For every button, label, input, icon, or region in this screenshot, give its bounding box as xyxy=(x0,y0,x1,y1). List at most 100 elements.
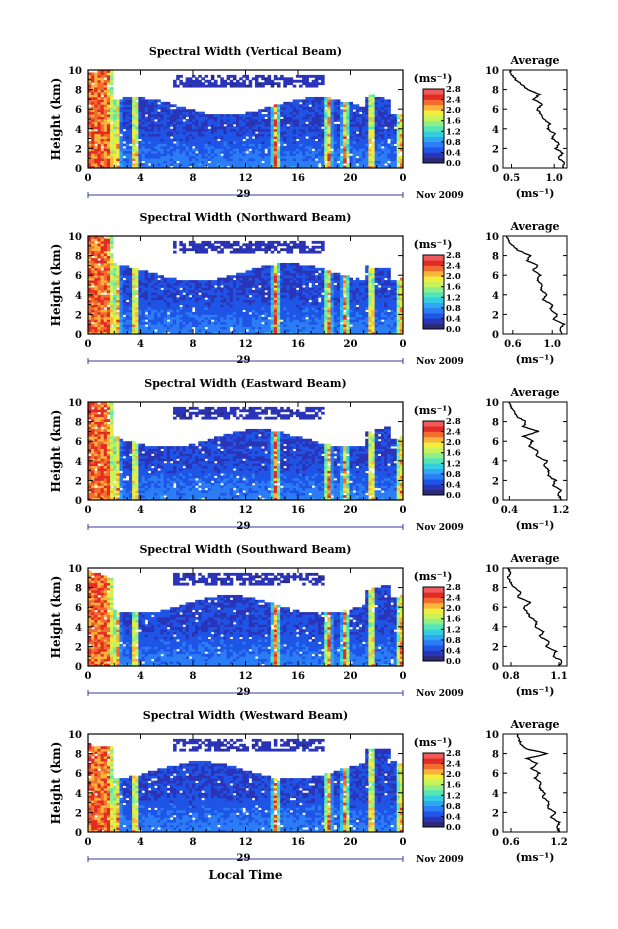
heatmap-cell xyxy=(94,148,98,152)
heatmap-cell xyxy=(308,250,313,254)
heatmap-cell xyxy=(245,299,250,303)
heatmap-cell xyxy=(280,277,284,281)
heatmap-cell xyxy=(229,302,234,305)
heatmap-cell xyxy=(264,165,268,169)
heatmap-cell xyxy=(374,145,379,149)
heatmap-cell xyxy=(106,321,111,325)
heatmap-cell xyxy=(368,114,372,117)
heatmap-cell xyxy=(100,270,105,274)
heatmap-cell xyxy=(113,319,117,323)
heatmap-cell xyxy=(340,158,344,162)
heatmap-cell xyxy=(333,116,338,120)
heatmap-cell xyxy=(147,119,152,122)
heatmap-cell xyxy=(261,302,265,305)
heatmap-cell xyxy=(88,82,92,86)
heatmap-cell xyxy=(245,272,250,276)
heatmap-cell xyxy=(141,131,146,135)
heatmap-cell xyxy=(97,119,101,122)
heatmap-cell xyxy=(273,145,278,149)
heatmap-cell xyxy=(343,136,347,139)
heatmap-cell xyxy=(144,145,149,149)
heatmap-cell xyxy=(390,145,394,149)
heatmap-cell xyxy=(236,287,240,291)
heatmap-cell xyxy=(314,133,319,137)
heatmap-cell xyxy=(179,299,183,303)
heatmap-cell xyxy=(368,106,372,110)
heatmap-cell xyxy=(97,101,101,105)
heatmap-cell xyxy=(116,99,120,103)
heatmap-cell xyxy=(191,285,196,288)
heatmap-cell xyxy=(100,148,105,152)
heatmap-cell xyxy=(399,114,404,117)
heatmap-cell xyxy=(245,314,250,318)
heatmap-cell xyxy=(273,126,278,130)
heatmap-cell xyxy=(223,84,227,88)
heatmap-cell xyxy=(163,302,168,305)
heatmap-cell xyxy=(195,316,199,320)
heatmap-cell xyxy=(110,99,114,103)
heatmap-cell xyxy=(97,143,101,147)
heatmap-cell xyxy=(125,153,130,157)
heatmap-cell xyxy=(317,128,322,132)
heatmap-cell xyxy=(380,148,385,152)
heatmap-cell xyxy=(362,111,366,115)
heatmap-cell xyxy=(223,155,227,159)
heatmap-cell xyxy=(299,294,303,298)
heatmap-cell xyxy=(166,133,171,137)
heatmap-cell xyxy=(292,262,297,266)
heatmap-cell xyxy=(217,250,221,254)
heatmap-cell xyxy=(128,292,133,296)
heatmap-cell xyxy=(305,77,309,81)
heatmap-cell xyxy=(248,282,253,286)
heatmap-cell xyxy=(198,243,202,247)
heatmap-cell xyxy=(198,302,202,305)
heatmap-cell xyxy=(91,128,95,132)
heatmap-cell xyxy=(324,116,328,120)
heatmap-cell xyxy=(103,329,108,332)
heatmap-cell xyxy=(251,150,256,154)
heatmap-cell xyxy=(371,109,376,113)
heatmap-cell xyxy=(229,307,234,310)
heatmap-cell xyxy=(201,143,205,147)
heatmap-cell xyxy=(138,316,142,320)
heatmap-cell xyxy=(157,307,161,310)
heatmap-cell xyxy=(207,245,212,249)
heatmap-cell xyxy=(305,324,309,328)
heatmap-cell xyxy=(387,136,391,139)
heatmap-cell xyxy=(374,148,379,152)
heatmap-cell xyxy=(160,104,164,108)
heatmap-cell xyxy=(106,106,111,110)
heatmap-cell xyxy=(236,155,240,159)
heatmap-cell xyxy=(321,136,325,139)
heatmap-cell xyxy=(132,302,136,305)
heatmap-cell xyxy=(390,133,394,137)
heatmap-cell xyxy=(100,260,105,264)
heatmap-cell xyxy=(295,131,300,135)
heatmap-cell xyxy=(125,304,130,308)
heatmap-cell xyxy=(214,121,218,125)
heatmap-cell xyxy=(324,114,328,117)
heatmap-cell xyxy=(399,116,404,120)
heatmap-cell xyxy=(251,321,256,325)
heatmap-cell xyxy=(103,72,108,76)
heatmap-cell xyxy=(198,316,202,320)
heatmap-cell xyxy=(245,294,250,298)
heatmap-cell xyxy=(185,282,190,286)
heatmap-cell xyxy=(198,116,202,120)
heatmap-cell xyxy=(387,106,391,110)
heatmap-cell xyxy=(305,158,309,162)
heatmap-cell xyxy=(141,145,146,149)
heatmap-cell xyxy=(324,143,328,147)
heatmap-cell xyxy=(292,294,297,298)
heatmap-cell xyxy=(103,331,108,335)
heatmap-cell xyxy=(321,121,325,125)
heatmap-cell xyxy=(97,165,101,169)
heatmap-cell xyxy=(110,329,114,332)
heatmap-cell xyxy=(220,250,224,254)
heatmap-cell xyxy=(185,155,190,159)
heatmap-cell xyxy=(232,131,237,135)
heatmap-cell xyxy=(182,116,187,120)
heatmap-cell xyxy=(125,133,130,137)
heatmap-cell xyxy=(182,302,187,305)
heatmap-cell xyxy=(147,138,152,142)
